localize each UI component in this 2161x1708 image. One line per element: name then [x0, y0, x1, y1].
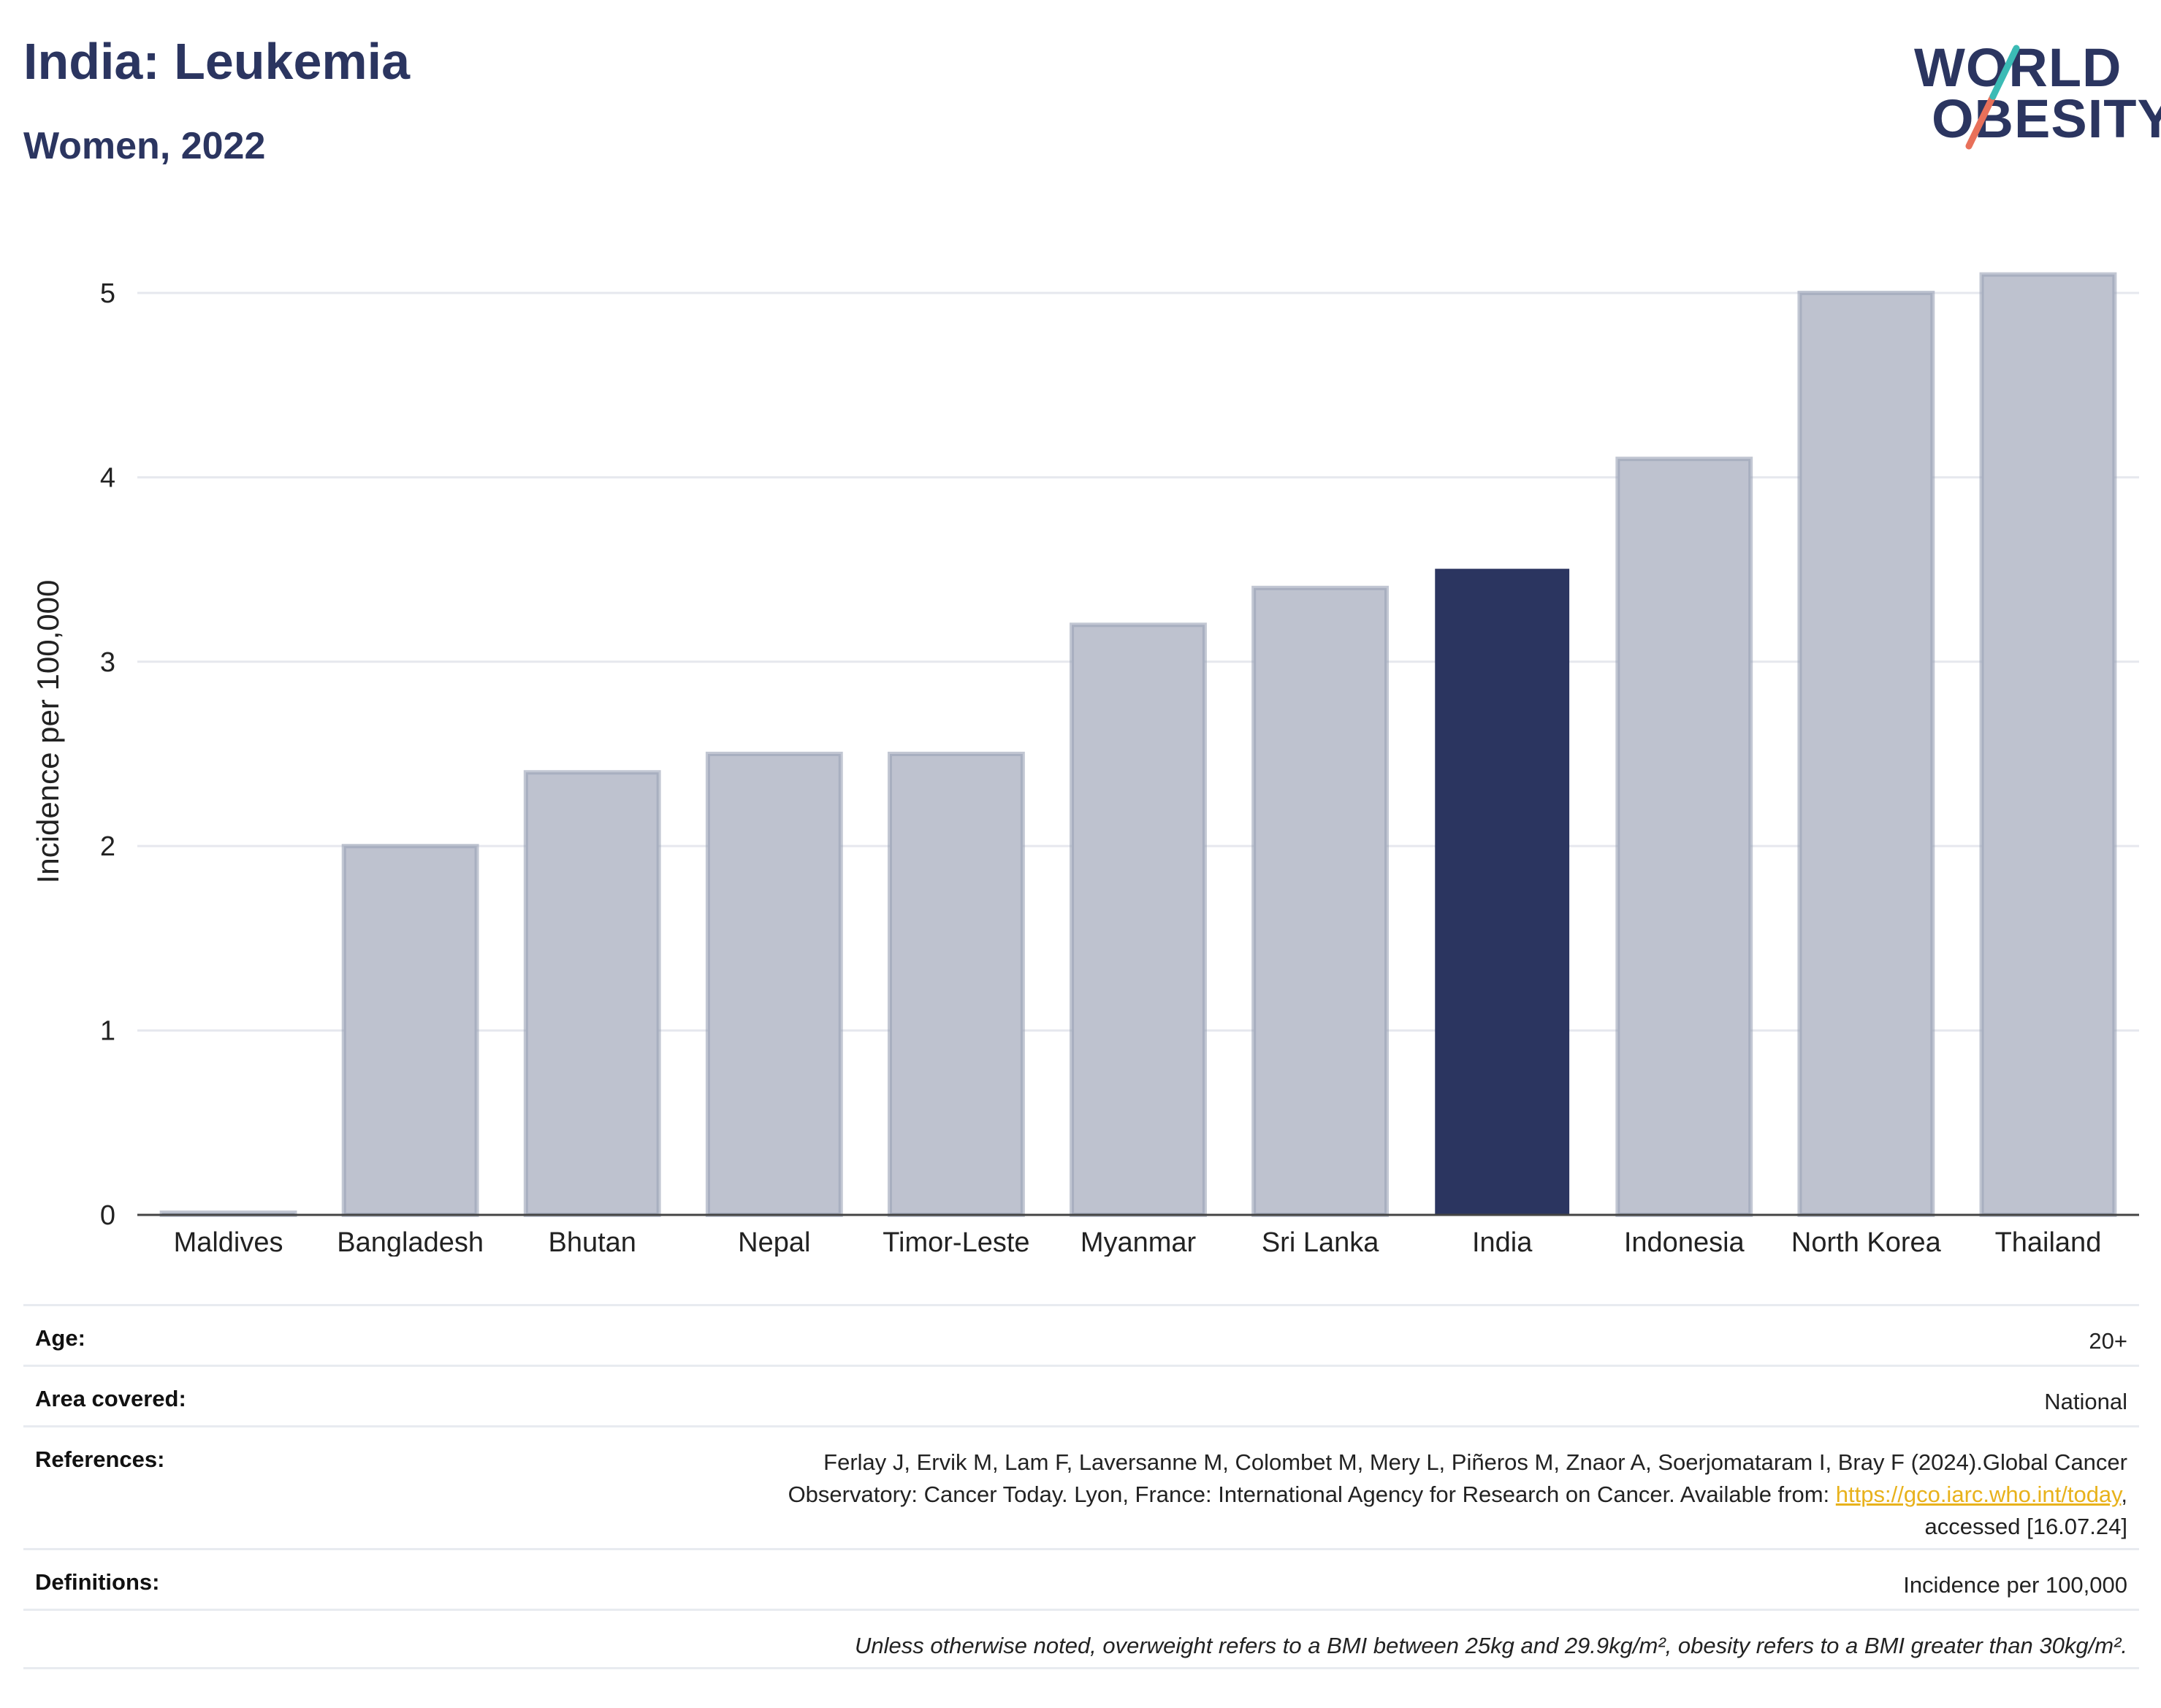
bar-thailand	[1979, 272, 2117, 1218]
bar-india	[1435, 568, 1570, 1216]
meta-row-references: References: Ferlay J, Ervik M, Lam F, La…	[23, 1425, 2139, 1548]
x-tick-label: Timor-Leste	[883, 1227, 1029, 1257]
reference-line-1: Ferlay J, Ervik M, Lam F, Laversanne M, …	[823, 1449, 2127, 1475]
y-tick-label: 3	[100, 647, 115, 678]
reference-link[interactable]: https://gco.iarc.who.int/today	[1835, 1482, 2122, 1507]
y-tick-label: 1	[100, 1016, 115, 1047]
x-tick-label: Sri Lanka	[1262, 1227, 1379, 1257]
bar-timor-leste	[887, 751, 1025, 1217]
bar-nepal	[705, 751, 843, 1217]
bar-sri-lanka	[1251, 585, 1390, 1217]
world-obesity-logo: WORLD OBESITY	[1899, 29, 2161, 153]
bar-north-korea	[1797, 290, 1935, 1217]
references-label: References:	[35, 1446, 165, 1472]
reference-line-3: accessed [16.07.24]	[1924, 1514, 2127, 1539]
bar-indonesia	[1615, 457, 1753, 1217]
page-subtitle: Women, 2022	[23, 125, 266, 167]
reference-line-2: Observatory: Cancer Today. Lyon, France:…	[788, 1482, 1836, 1507]
logo-slash-icon	[1965, 45, 2020, 150]
area-label: Area covered:	[35, 1386, 186, 1411]
area-value: National	[2044, 1389, 2127, 1414]
age-label: Age:	[35, 1325, 85, 1351]
page-title: India: Leukemia	[23, 33, 411, 90]
definitions-value: Incidence per 100,000	[1903, 1572, 2127, 1598]
x-tick-label: Bangladesh	[337, 1227, 484, 1257]
y-tick-label: 4	[100, 462, 115, 493]
x-tick-label: Maldives	[174, 1227, 283, 1257]
meta-row-definitions: Definitions: Incidence per 100,000	[23, 1548, 2139, 1609]
y-axis-label: Incidence per 100,000	[31, 580, 65, 884]
meta-row-age: Age: 20+	[23, 1304, 2139, 1365]
x-tick-label: North Korea	[1791, 1227, 1942, 1257]
bar-chart: 0 1 2 3 4 5 Incidence per 100,000 Maldives Bangl…	[31, 272, 2139, 1257]
age-value: 20+	[2089, 1328, 2127, 1354]
references-value: Ferlay J, Ervik M, Lam F, Laversanne M, …	[788, 1446, 2127, 1548]
bar-bhutan	[523, 770, 661, 1217]
reference-line-2-end: ,	[2121, 1482, 2127, 1507]
meta-row-area: Area covered: National	[23, 1365, 2139, 1425]
y-tick-label: 5	[100, 278, 115, 309]
y-tick-label: 2	[100, 831, 115, 862]
x-tick-label: Thailand	[1995, 1227, 2102, 1257]
x-tick-label: India	[1472, 1227, 1533, 1257]
meta-row-note: Unless otherwise noted, overweight refer…	[23, 1609, 2139, 1669]
metadata-table: Age: 20+ Area covered: National Referenc…	[23, 1304, 2139, 1669]
x-tick-label: Bhutan	[549, 1227, 636, 1257]
y-tick-label: 0	[100, 1200, 115, 1231]
footnote: Unless otherwise noted, overweight refer…	[854, 1633, 2127, 1658]
bar-bangladesh	[341, 844, 479, 1217]
bar-myanmar	[1070, 622, 1207, 1217]
definitions-label: Definitions:	[35, 1569, 160, 1595]
x-tick-label: Myanmar	[1080, 1227, 1197, 1257]
x-tick-label: Nepal	[738, 1227, 810, 1257]
x-tick-label: Indonesia	[1624, 1227, 1745, 1257]
